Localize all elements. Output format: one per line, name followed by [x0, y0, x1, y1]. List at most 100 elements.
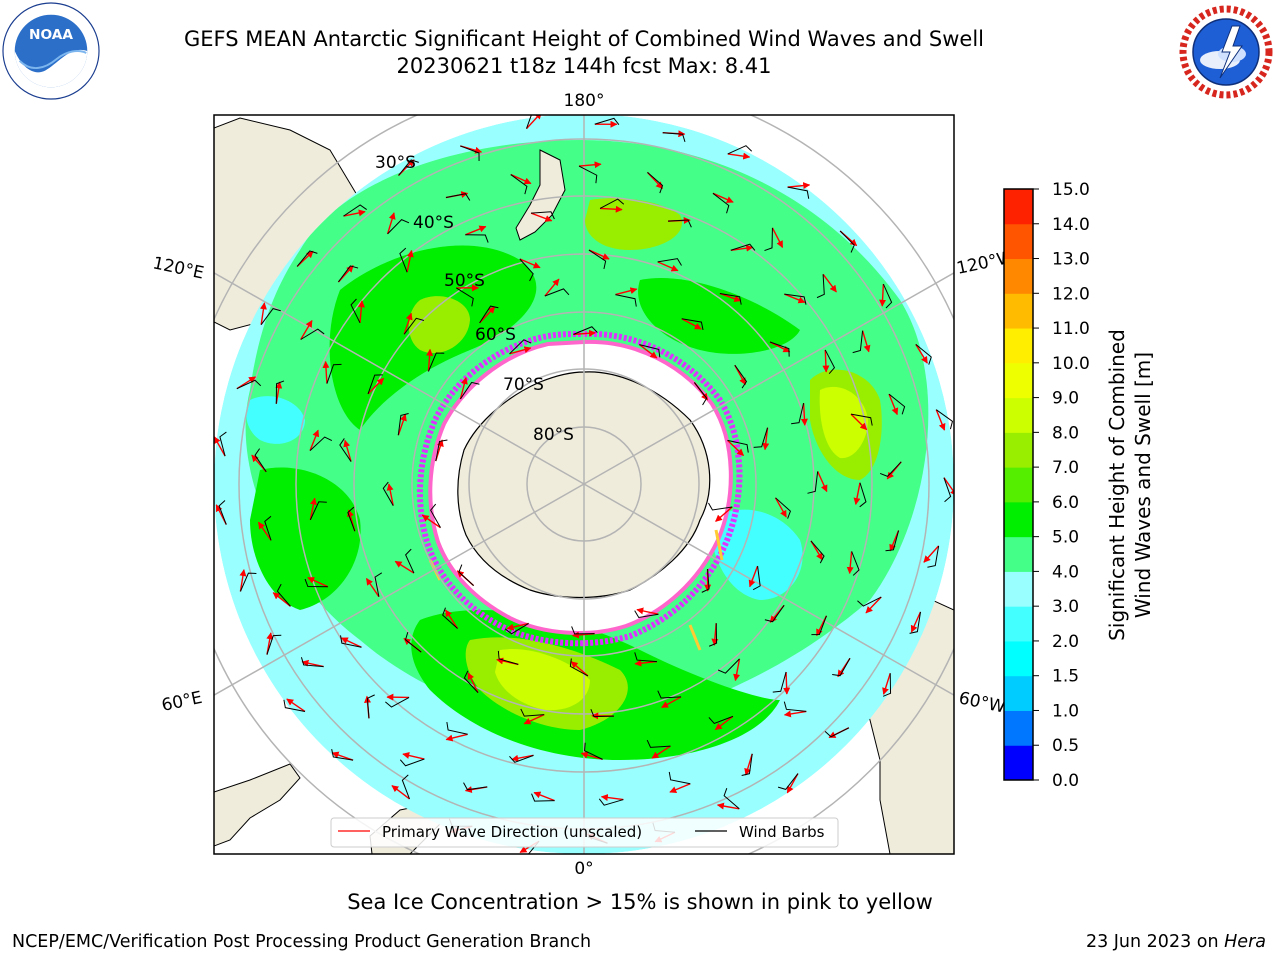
wind-barb: [398, 159, 419, 176]
wave-direction-arrow: [300, 319, 313, 340]
colorbar-tick-label: 4.0: [1052, 562, 1079, 582]
wind-barb: [839, 230, 855, 253]
colorbar-label-line1: Significant Height of Combined: [1105, 329, 1129, 641]
legend-wave-label: Primary Wave Direction (unscaled): [382, 823, 642, 841]
footer-credit: NCEP/EMC/Verification Post Processing Pr…: [12, 932, 592, 952]
wind-barb: [753, 427, 769, 448]
wave-direction-arrow: [257, 521, 272, 541]
wave-direction-arrow: [367, 377, 385, 395]
wind-barb: [266, 634, 282, 655]
wind-barb: [338, 265, 359, 283]
chart-subtitle: 20230621 t18z 144h fcst Max: 8.41: [396, 54, 772, 78]
wind-barb: [456, 287, 474, 307]
colorbar-tick-label: 2.0: [1052, 632, 1079, 652]
wave-direction-arrow: [275, 381, 283, 404]
colorbar-tick-label: 3.0: [1052, 597, 1079, 617]
wave-direction-arrow: [719, 292, 742, 302]
wind-barb: [283, 699, 306, 712]
wind-barb: [343, 204, 367, 217]
wave-direction-arrow: [712, 192, 734, 203]
wind-barb: [260, 308, 281, 325]
wind-barb: [573, 326, 598, 335]
wind-barb: [943, 477, 952, 503]
wave-direction-arrow: [386, 212, 396, 235]
wave-direction-arrow: [865, 596, 882, 614]
wind-barb: [693, 382, 708, 406]
wind-barb: [588, 249, 607, 270]
vector-layer: [214, 115, 954, 854]
wind-barb: [791, 403, 805, 425]
wind-barb: [403, 317, 425, 335]
colorbar-segment: [1004, 710, 1033, 746]
wave-direction-arrow: [923, 545, 940, 563]
wind-barb: [445, 193, 471, 201]
national-weather-service-logo: [1178, 4, 1274, 100]
wave-direction-arrow: [309, 497, 317, 520]
wave-direction-arrow: [715, 506, 733, 522]
wind-barb: [647, 172, 664, 194]
wind-barb: [571, 626, 595, 635]
wind-barb: [810, 540, 825, 564]
wave-direction-arrow: [459, 377, 468, 400]
wave-direction-arrow: [888, 393, 899, 416]
wave-direction-arrow: [511, 754, 534, 762]
wave-direction-arrow: [822, 349, 830, 373]
wind-barb: [463, 782, 488, 791]
wave-direction-arrow: [570, 661, 589, 677]
wave-direction-arrow: [580, 751, 603, 761]
wave-direction-arrow: [783, 710, 807, 718]
map-frame: [213, 114, 955, 855]
wave-direction-arrow: [544, 278, 560, 297]
wind-barb: [741, 753, 753, 776]
wave-direction-arrow: [331, 751, 354, 761]
wave-direction-arrow: [309, 429, 320, 451]
wind-barb: [882, 673, 892, 697]
wave-direction-arrow: [465, 225, 487, 236]
wind-barb: [783, 701, 807, 712]
africa-landmass: [214, 763, 301, 847]
wind-barb: [446, 722, 468, 735]
wave-direction-arrow: [783, 671, 791, 695]
wave-direction-arrow: [935, 409, 946, 431]
wind-barb: [435, 439, 448, 462]
colorbar-segment: [1004, 745, 1033, 781]
lat-label-80s: 80°S: [533, 425, 574, 445]
colorbar-tick-label: 1.5: [1052, 667, 1079, 687]
lon-label-120e: 120°E: [151, 253, 206, 283]
colorbar-tick-label: 9.0: [1052, 389, 1079, 409]
colorbar-tick-label: 5.0: [1052, 528, 1079, 548]
wind-barb: [615, 294, 637, 307]
wave-direction-arrow: [426, 348, 434, 372]
wind-barb: [404, 631, 422, 653]
wind-barb: [236, 379, 262, 390]
wind-barb: [340, 635, 362, 648]
wind-barb: [657, 258, 682, 266]
wind-barb: [275, 380, 285, 404]
chart-title: GEFS MEAN Antarctic Significant Height o…: [183, 27, 985, 51]
wind-barb: [239, 572, 257, 592]
wave-direction-arrow: [730, 244, 754, 252]
wave-direction-arrow: [509, 346, 532, 355]
wind-barb: [646, 739, 671, 748]
wave-direction-arrow: [421, 514, 441, 529]
wind-barb: [719, 293, 742, 305]
wind-barb: [219, 431, 227, 457]
wind-barb: [701, 568, 710, 593]
wind-barb: [326, 363, 342, 384]
colorbar-segment: [1004, 536, 1033, 572]
wind-barb: [531, 211, 555, 220]
colorbar-tick-label: 0.0: [1052, 771, 1079, 791]
wind-barb: [727, 439, 749, 453]
wind-barb: [752, 565, 761, 591]
wind-barb: [888, 393, 906, 415]
wind-barb: [569, 658, 589, 677]
wave-direction-arrow: [744, 753, 753, 776]
wind-barb: [857, 596, 882, 607]
wind-barb: [590, 709, 614, 718]
wave-direction-arrow: [403, 312, 413, 335]
wind-barb: [859, 482, 867, 508]
sea-ice-caption: Sea Ice Concentration > 15% is shown in …: [347, 890, 933, 914]
wind-barb: [463, 670, 479, 693]
colorbar-tick-label: 14.0: [1052, 215, 1090, 235]
